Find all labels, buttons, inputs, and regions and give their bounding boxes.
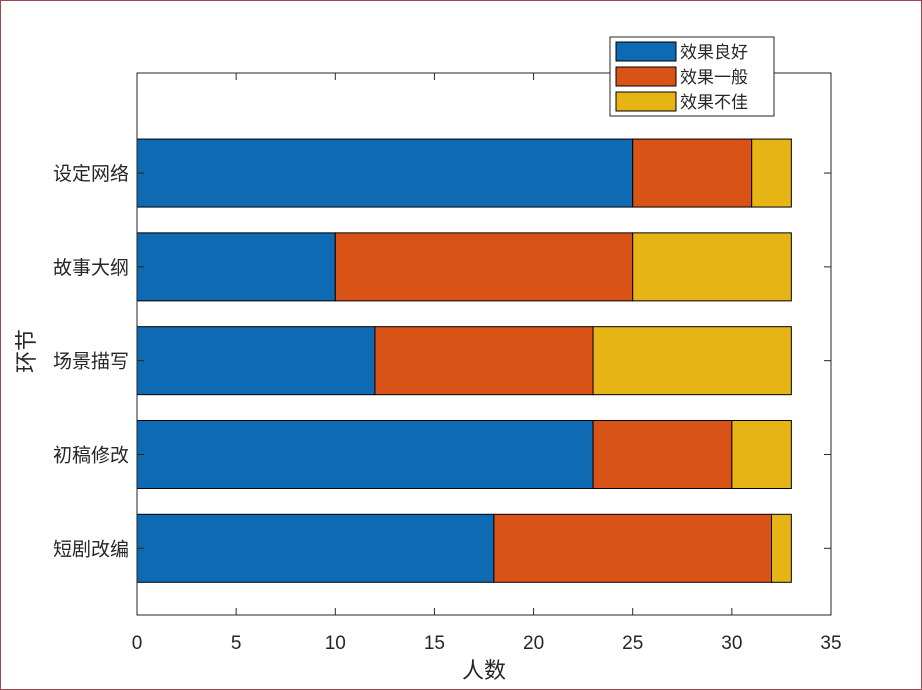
y-axis-title: 环节 <box>15 329 40 373</box>
x-tick-label: 10 <box>325 633 346 654</box>
x-tick-label: 35 <box>820 633 841 654</box>
legend-swatch <box>615 41 677 62</box>
bar-segment-1-1 <box>136 138 634 208</box>
bars-layer <box>136 138 792 583</box>
x-axis-title: 人数 <box>462 659 506 684</box>
bar-segment-2-3 <box>632 232 792 302</box>
y-tick-label: 场景描写 <box>53 351 129 373</box>
y-tick-label: 设定网络 <box>53 163 129 185</box>
bar-segment-4-2 <box>592 419 733 489</box>
bar-segment-1-3 <box>751 138 792 208</box>
bar-segment-3-3 <box>592 326 792 396</box>
axes-box <box>136 72 832 616</box>
y-tick-label: 初稿修改 <box>53 444 129 466</box>
bar-segment-3-2 <box>374 326 594 396</box>
bar-segment-3-1 <box>136 326 376 396</box>
x-tick-label: 25 <box>622 633 643 654</box>
x-tick-label: 20 <box>523 633 544 654</box>
bar-segment-5-2 <box>493 513 773 583</box>
bar-segment-5-3 <box>771 513 792 583</box>
legend-swatch <box>615 66 677 87</box>
legend-label: 效果良好 <box>680 43 748 63</box>
bar-segment-2-1 <box>136 232 336 302</box>
x-tick-label: 5 <box>231 633 242 654</box>
bar-segment-5-1 <box>136 513 495 583</box>
legend-swatch <box>615 91 677 112</box>
x-tick-label: 0 <box>132 633 143 654</box>
legend-label: 效果不佳 <box>680 93 748 113</box>
bar-segment-4-1 <box>136 419 594 489</box>
bar-segment-2-2 <box>334 232 634 302</box>
y-tick-label: 故事大纲 <box>53 257 129 279</box>
x-tick-label: 30 <box>721 633 742 654</box>
y-tick-label: 短剧改编 <box>53 538 129 560</box>
x-tick-label: 15 <box>424 633 445 654</box>
legend-label: 效果一般 <box>680 68 748 88</box>
bar-segment-1-2 <box>632 138 753 208</box>
bar-segment-4-3 <box>731 419 792 489</box>
